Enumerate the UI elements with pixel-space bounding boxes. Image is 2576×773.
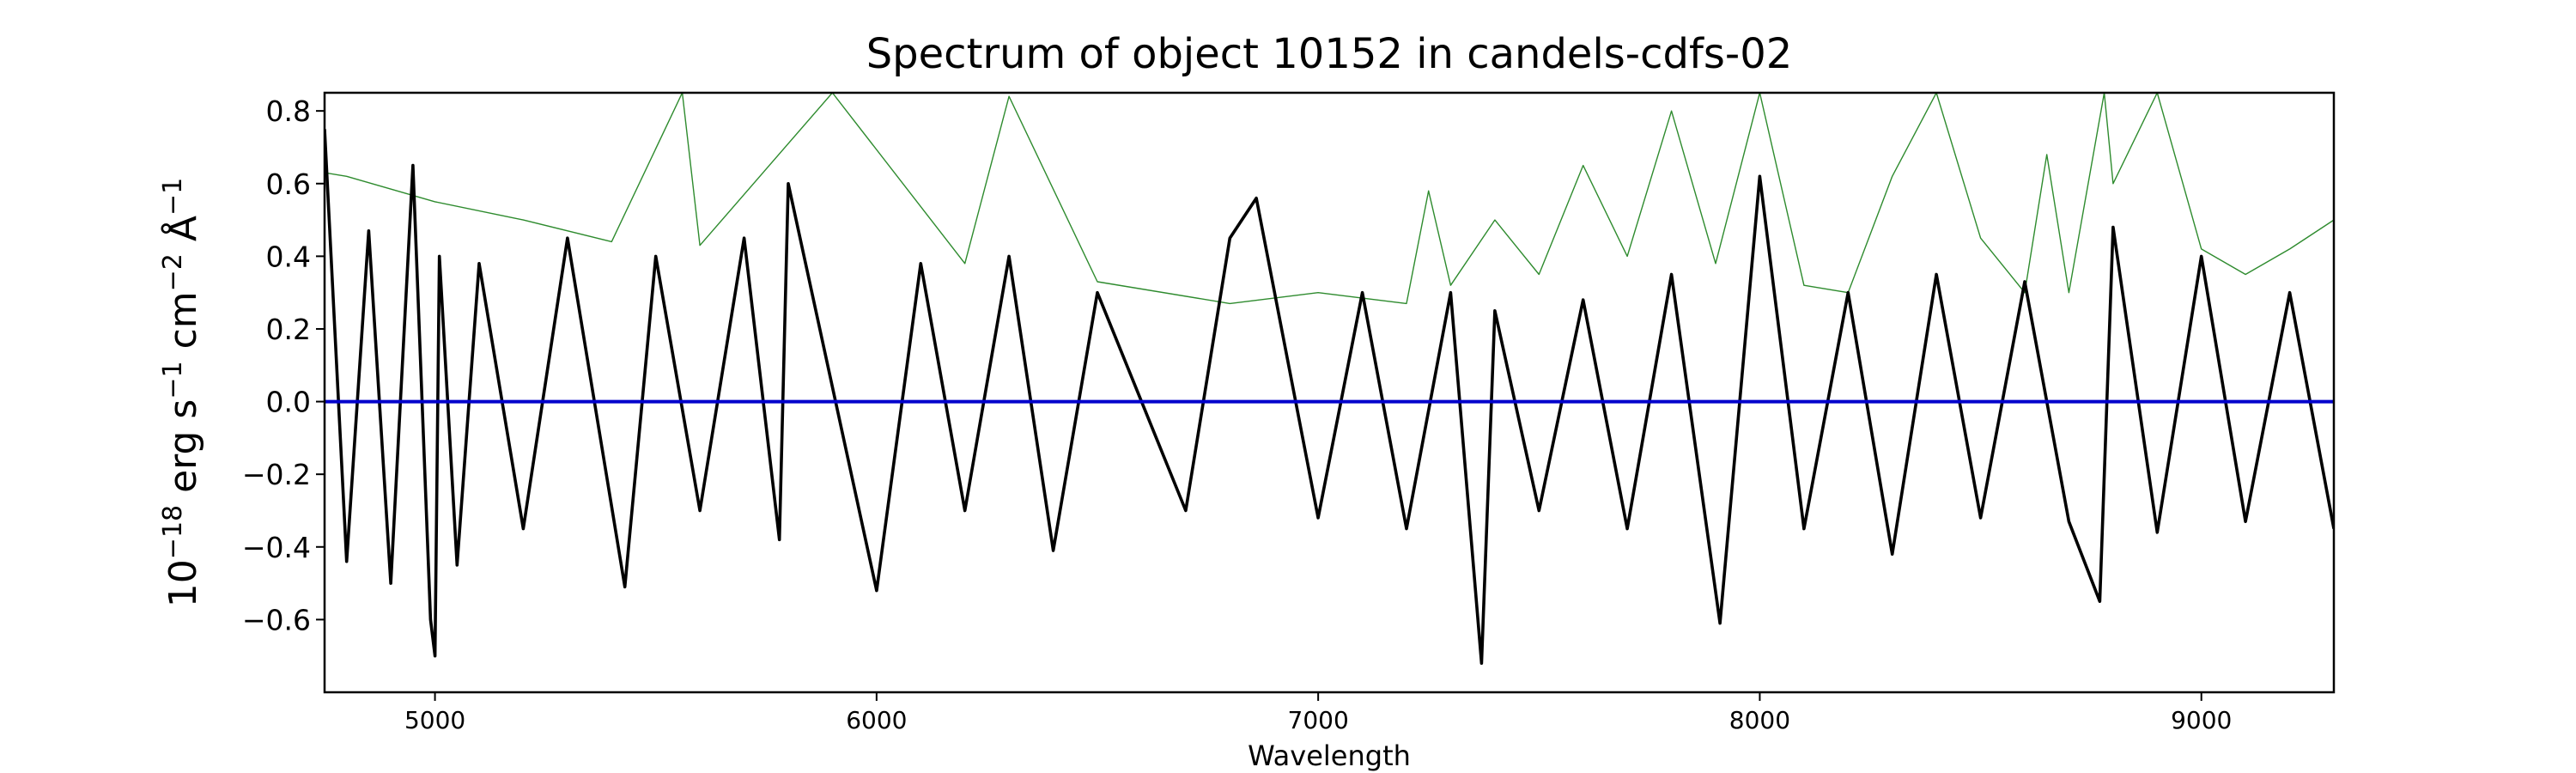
x-tick-label: 6000 [846,706,907,734]
error-series-line [325,93,2334,305]
plot-frame [323,91,2336,694]
series-layer [325,93,2334,666]
y-tick-label: −0.4 [242,531,311,564]
y-axis: −0.6 −0.4 −0.2 0.0 0.2 0.4 0.6 0.8 [242,94,325,636]
y-tick-label: 0.2 [266,313,311,346]
y-tick-label: 0.8 [266,94,311,128]
flux-series-line [325,129,2334,666]
x-tick-label: 7000 [1288,706,1349,734]
chart-title: Spectrum of object 10152 in candels-cdfs… [866,30,1793,78]
y-tick-label: 0.6 [266,167,311,201]
y-tick-label: 0.4 [266,240,311,273]
y-tick-label: −0.6 [242,603,311,636]
y-tick-label: 0.0 [266,386,311,419]
y-axis-label: 10−18 erg s−1 cm−2 Å−1 [158,178,206,607]
x-axis: 5000 6000 7000 8000 9000 [404,692,2232,734]
x-axis-label: Wavelength [1248,740,1411,772]
y-tick-label: −0.2 [242,458,311,491]
x-tick-label: 5000 [404,706,465,734]
x-tick-label: 8000 [1729,706,1790,734]
x-tick-label: 9000 [2171,706,2232,734]
